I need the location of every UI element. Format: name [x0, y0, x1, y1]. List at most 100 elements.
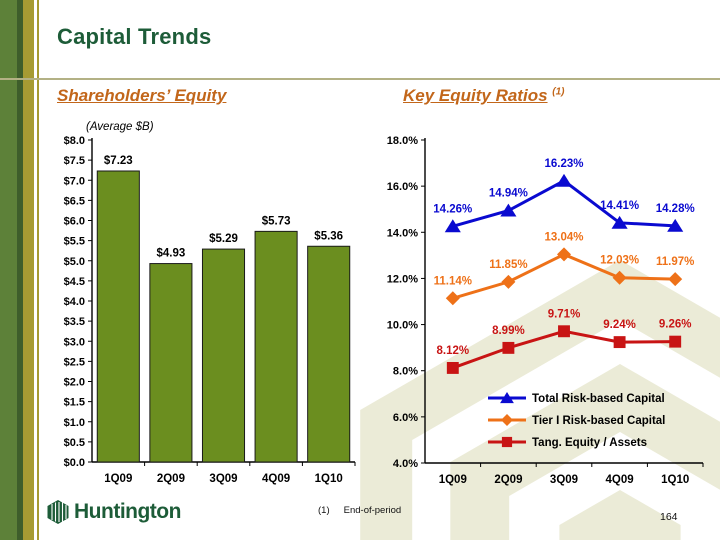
series-marker	[502, 341, 515, 354]
x-tick-label: 4Q09	[262, 473, 290, 485]
left-stripe-green	[0, 0, 17, 540]
legend-marker	[500, 392, 514, 404]
point-label: 16.23%	[544, 158, 583, 170]
point-label: 8.99%	[492, 325, 525, 337]
point-label: 9.71%	[548, 308, 581, 320]
series-marker	[611, 215, 628, 229]
point-label: 8.12%	[436, 345, 469, 357]
series-marker	[668, 272, 683, 287]
y-tick-label: $2.0	[64, 377, 85, 389]
left-stripe-dark-green	[17, 0, 23, 540]
point-label: 12.03%	[600, 255, 639, 267]
y-tick-label: $5.5	[64, 236, 85, 248]
point-label: 11.97%	[656, 256, 694, 268]
legend-marker	[501, 414, 513, 426]
y-tick-label: $7.5	[64, 155, 85, 167]
series-marker	[612, 270, 627, 285]
y-tick-label: $0.5	[64, 437, 85, 449]
x-tick-label: 3Q09	[550, 474, 578, 486]
y-tick-label: 10.0%	[387, 320, 418, 332]
series-marker	[613, 336, 626, 349]
bar	[307, 245, 351, 463]
y-tick-label: 6.0%	[393, 412, 418, 424]
series-marker	[557, 247, 571, 262]
legend-label: Total Risk-based Capital	[532, 393, 665, 405]
left-stripe-gold	[23, 0, 34, 540]
y-tick-label: $4.0	[64, 296, 85, 308]
huntington-logo: Huntington	[46, 499, 181, 525]
y-tick-label: $2.5	[64, 356, 85, 368]
y-tick-label: $3.5	[64, 316, 85, 328]
y-tick-label: 12.0%	[387, 273, 418, 285]
y-tick-label: 16.0%	[387, 181, 418, 193]
series-marker	[444, 219, 461, 233]
point-label: 14.28%	[656, 203, 695, 215]
point-label: 11.14%	[434, 275, 472, 287]
shareholders-equity-heading: Shareholders’ Equity	[57, 86, 226, 106]
bar-value-label: $5.29	[209, 233, 238, 245]
huntington-logo-icon	[47, 500, 69, 524]
bar	[96, 170, 140, 463]
x-tick-label: 1Q09	[439, 474, 467, 486]
series-marker	[558, 325, 570, 338]
y-tick-label: $3.0	[64, 336, 85, 348]
y-tick-label: 8.0%	[393, 366, 418, 378]
footnote-text: End-of-period	[343, 505, 402, 516]
bar-value-label: $5.36	[314, 230, 343, 242]
bar	[149, 263, 193, 463]
y-tick-label: $7.0	[64, 175, 85, 187]
x-tick-label: 4Q09	[606, 474, 634, 486]
y-tick-label: $6.0	[64, 216, 85, 228]
footnote: (1) End-of-period	[318, 505, 401, 516]
point-label: 14.41%	[600, 200, 639, 212]
x-tick-label: 2Q09	[157, 473, 185, 485]
y-tick-label: 14.0%	[387, 227, 418, 239]
y-tick-label: 4.0%	[393, 458, 418, 470]
series-marker	[667, 218, 684, 232]
key-equity-ratios-heading-text: Key Equity Ratios	[403, 86, 548, 105]
series-marker	[501, 274, 516, 289]
y-tick-label: $1.5	[64, 397, 85, 409]
y-tick-label: 18.0%	[387, 135, 418, 147]
series-marker	[669, 335, 682, 348]
x-tick-label: 1Q09	[104, 473, 132, 485]
y-tick-label: $0.0	[64, 457, 85, 469]
bar-value-label: $7.23	[104, 155, 133, 167]
y-tick-label: $5.0	[64, 256, 85, 268]
page-title: Capital Trends	[57, 24, 212, 49]
x-tick-label: 1Q10	[315, 473, 343, 485]
title-divider-line	[0, 78, 720, 80]
y-tick-label: $1.0	[64, 417, 85, 429]
series-line	[452, 179, 676, 228]
key-equity-ratios-footnote-ref: (1)	[552, 86, 565, 98]
x-tick-label: 3Q09	[209, 473, 237, 485]
y-tick-label: $6.5	[64, 195, 85, 207]
bar	[201, 248, 246, 463]
bar-value-label: $4.93	[157, 248, 186, 260]
left-stripe-thin-line	[37, 0, 39, 540]
point-label: 13.04%	[544, 231, 583, 243]
bar-chart-axis-title: (Average $B)	[86, 121, 154, 133]
shareholders-equity-heading-text: Shareholders’ Equity	[57, 86, 227, 105]
series-marker	[500, 203, 517, 217]
key-equity-ratios-heading: Key Equity Ratios (1)	[403, 86, 565, 106]
legend-label: Tang. Equity / Assets	[532, 437, 647, 449]
footnote-marker: (1)	[318, 505, 330, 516]
x-tick-label: 1Q10	[661, 474, 689, 486]
page-number: 164	[660, 511, 678, 523]
x-tick-label: 2Q09	[494, 474, 522, 486]
point-label: 9.24%	[603, 319, 636, 331]
point-label: 11.85%	[489, 259, 527, 271]
y-tick-label: $8.0	[64, 135, 85, 147]
series-marker	[555, 173, 573, 187]
bar-value-label: $5.73	[262, 215, 291, 227]
key-equity-ratios-line-chart: 18.0% 16.0% 14.0% 12.0% 10.0% 8.0% 6.0% 4.0% 1Q0…	[387, 135, 704, 486]
legend-label: Tier I Risk-based Capital	[532, 415, 665, 427]
series-marker	[446, 361, 459, 374]
point-label: 14.26%	[433, 203, 472, 215]
y-tick-label: $4.5	[64, 276, 85, 288]
legend-marker	[501, 436, 513, 448]
series-marker	[445, 291, 460, 306]
